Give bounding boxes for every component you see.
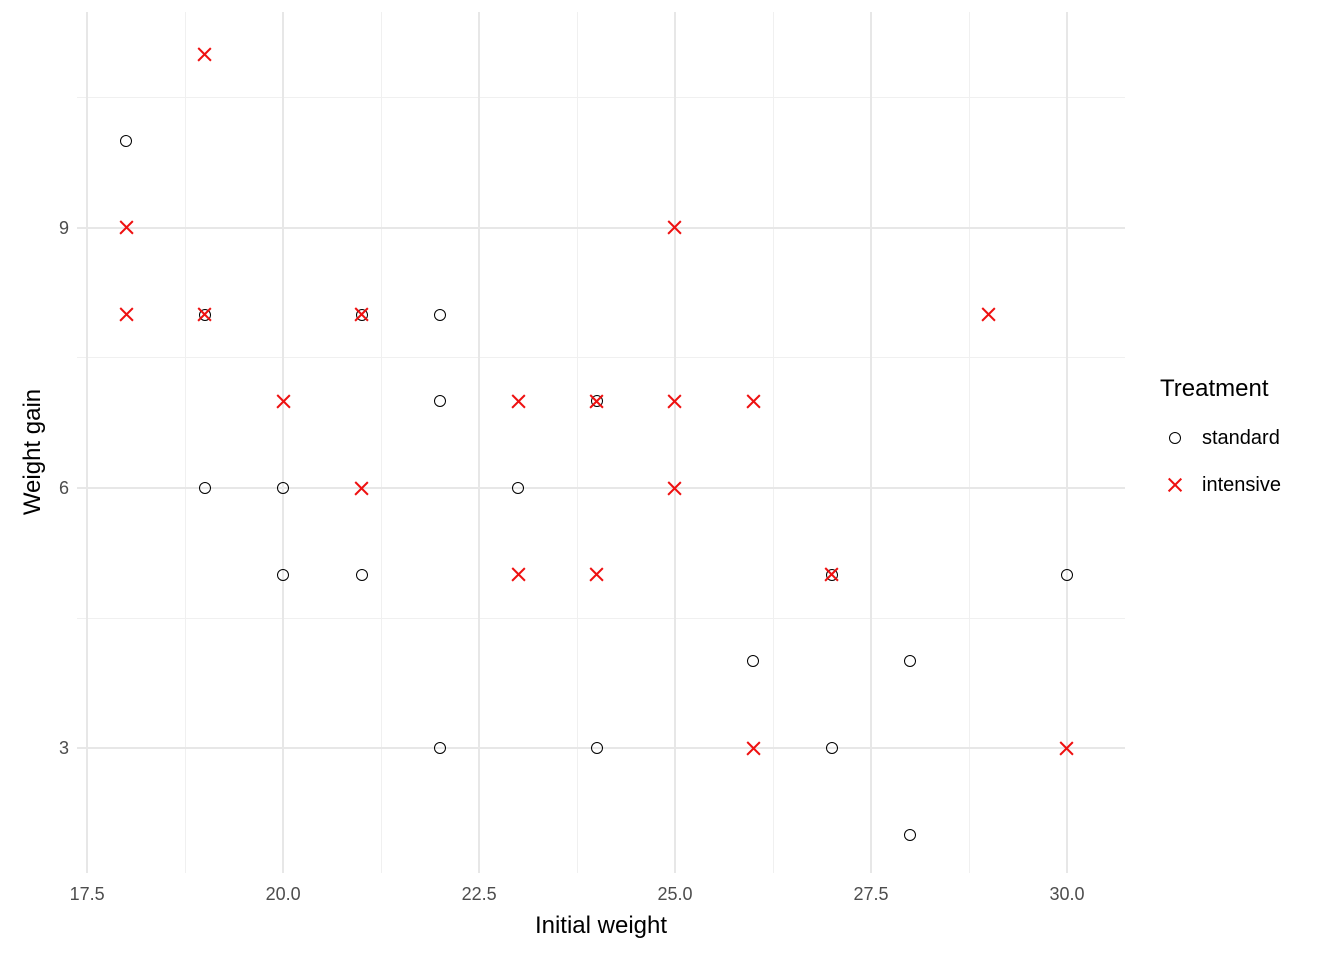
data-point-standard bbox=[825, 742, 838, 755]
x-gridline-major bbox=[86, 12, 88, 873]
open-circle-icon bbox=[1169, 432, 1181, 444]
plot-panel bbox=[77, 12, 1125, 873]
y-gridline-minor bbox=[77, 617, 1125, 619]
data-point-intensive bbox=[825, 568, 838, 581]
data-point-standard bbox=[904, 655, 917, 668]
data-point-intensive bbox=[355, 308, 368, 321]
data-point-intensive bbox=[590, 395, 603, 408]
data-point-standard bbox=[512, 482, 525, 495]
x-gridline-major bbox=[1066, 12, 1068, 873]
x-gridline-minor bbox=[968, 12, 970, 873]
data-point-standard bbox=[120, 135, 133, 148]
data-point-intensive bbox=[669, 395, 682, 408]
data-point-intensive bbox=[669, 482, 682, 495]
x-tick-label: 17.5 bbox=[69, 884, 105, 904]
y-gridline-major bbox=[77, 487, 1125, 489]
data-point-intensive bbox=[747, 395, 760, 408]
data-point-intensive bbox=[1060, 742, 1073, 755]
x-gridline-major bbox=[674, 12, 676, 873]
data-point-standard bbox=[198, 482, 211, 495]
data-point-standard bbox=[904, 828, 917, 841]
legend-label-standard: standard bbox=[1202, 426, 1280, 449]
data-point-standard bbox=[590, 742, 603, 755]
data-point-intensive bbox=[277, 395, 290, 408]
data-point-standard bbox=[433, 395, 446, 408]
data-point-intensive bbox=[982, 308, 995, 321]
y-tick-label: 9 bbox=[58, 217, 69, 238]
x-tick-label: 30.0 bbox=[1049, 884, 1085, 904]
y-gridline-minor bbox=[77, 97, 1125, 99]
legend-title: Treatment bbox=[1160, 375, 1269, 402]
data-point-intensive bbox=[355, 482, 368, 495]
x-tick-label: 27.5 bbox=[853, 884, 889, 904]
data-point-standard bbox=[433, 308, 446, 321]
legend-item-standard: standard bbox=[1160, 425, 1281, 451]
y-axis-title: Weight gain bbox=[19, 388, 46, 516]
data-point-intensive bbox=[747, 742, 760, 755]
x-gridline-major bbox=[870, 12, 872, 873]
legend-label-intensive: intensive bbox=[1202, 473, 1281, 496]
data-point-intensive bbox=[120, 221, 133, 234]
data-point-intensive bbox=[669, 221, 682, 234]
data-point-intensive bbox=[120, 308, 133, 321]
x-gridline-minor bbox=[772, 12, 774, 873]
data-point-standard bbox=[747, 655, 760, 668]
x-axis-title: Initial weight bbox=[534, 912, 668, 939]
data-point-standard bbox=[1060, 568, 1073, 581]
x-tick-label: 22.5 bbox=[461, 884, 497, 904]
legend-key-standard bbox=[1160, 432, 1190, 444]
legend-item-intensive: intensive bbox=[1160, 472, 1281, 498]
x-gridline-major bbox=[478, 12, 480, 873]
x-gridline-minor bbox=[380, 12, 382, 873]
y-gridline-major bbox=[77, 227, 1125, 229]
x-mark-icon bbox=[1169, 479, 1182, 492]
data-point-intensive bbox=[590, 568, 603, 581]
y-tick-label: 3 bbox=[58, 738, 69, 759]
data-point-standard bbox=[433, 742, 446, 755]
y-gridline-minor bbox=[77, 357, 1125, 359]
x-gridline-major bbox=[282, 12, 284, 873]
data-point-intensive bbox=[512, 568, 525, 581]
data-point-intensive bbox=[198, 308, 211, 321]
legend: Treatment standard intensive bbox=[1160, 375, 1281, 519]
x-gridline-minor bbox=[576, 12, 578, 873]
y-tick-label: 6 bbox=[58, 478, 69, 499]
data-point-intensive bbox=[198, 48, 211, 61]
x-tick-label: 25.0 bbox=[657, 884, 693, 904]
x-tick-label: 20.0 bbox=[265, 884, 301, 904]
legend-key-intensive bbox=[1160, 479, 1190, 492]
data-point-standard bbox=[277, 568, 290, 581]
data-point-intensive bbox=[512, 395, 525, 408]
x-gridline-minor bbox=[184, 12, 186, 873]
data-point-standard bbox=[277, 482, 290, 495]
data-point-standard bbox=[355, 568, 368, 581]
